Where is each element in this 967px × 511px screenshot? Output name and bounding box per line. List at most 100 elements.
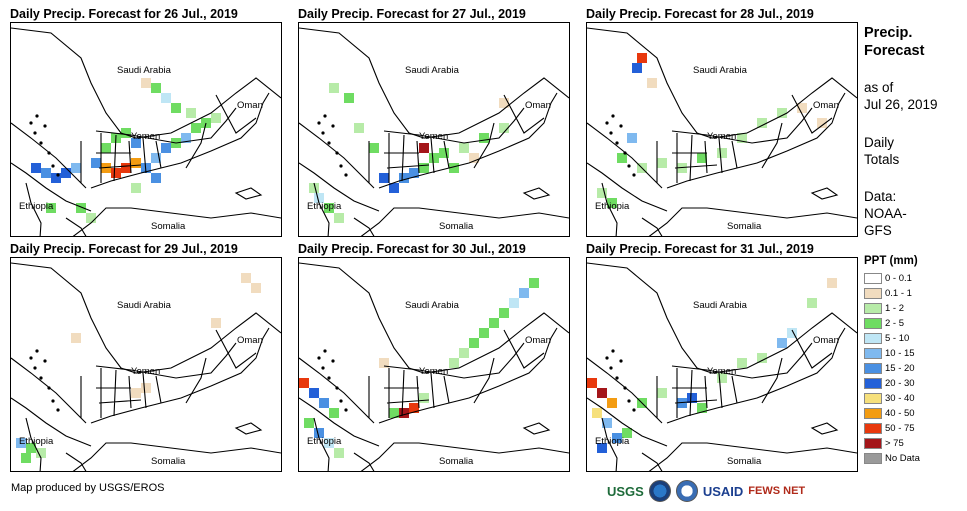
precip-cell — [429, 153, 434, 158]
forecast-panel-jul30: Daily Precip. Forecast for 30 Jul., 2019… — [298, 242, 570, 472]
island-dot — [627, 399, 631, 403]
precip-cell — [136, 393, 141, 398]
precip-cell — [216, 323, 221, 328]
boundary-line — [761, 357, 783, 404]
precip-cell — [607, 403, 612, 408]
boundary-line — [11, 162, 92, 212]
island-dot — [317, 121, 321, 125]
precip-cell — [817, 123, 822, 128]
precip-cell — [36, 448, 41, 453]
precip-cell — [156, 88, 161, 93]
boundary-line — [299, 122, 375, 189]
precip-cell — [21, 458, 26, 463]
island-dot — [51, 399, 55, 403]
boundary-line — [185, 357, 207, 404]
precip-cell — [637, 63, 642, 68]
precip-cell — [717, 153, 722, 158]
precip-cell — [632, 68, 637, 73]
precip-cell — [196, 123, 201, 128]
precip-cell — [677, 398, 682, 403]
precip-cell — [469, 158, 474, 163]
precip-cell — [424, 393, 429, 398]
island-dot — [344, 173, 348, 177]
precip-cell — [692, 393, 697, 398]
precip-cell — [469, 338, 474, 343]
precip-cell — [617, 433, 622, 438]
boundary-line — [72, 207, 281, 236]
noaa-logo-icon — [648, 480, 671, 502]
precip-cell — [702, 153, 707, 158]
boundary-line — [587, 397, 668, 447]
precip-cell — [702, 158, 707, 163]
precip-cell — [424, 148, 429, 153]
precip-cell — [682, 163, 687, 168]
precip-cell — [359, 128, 364, 133]
precip-cell — [762, 123, 767, 128]
precip-cell — [827, 283, 832, 288]
precip-cell — [106, 148, 111, 153]
legend-swatch — [864, 303, 882, 314]
boundary-line — [65, 452, 87, 471]
boundary-line — [215, 329, 257, 369]
island-dot — [339, 399, 343, 403]
boundary-line — [672, 368, 738, 418]
precip-cell — [782, 108, 787, 113]
precip-cell — [597, 393, 602, 398]
legend-swatch — [864, 273, 882, 284]
boundary-line — [522, 422, 551, 435]
precip-cell — [86, 218, 91, 223]
island-dot — [35, 114, 39, 118]
legend-label: 20 - 30 — [885, 378, 915, 389]
legend-item: 30 - 40 — [864, 391, 920, 406]
precip-cell — [131, 388, 136, 393]
boundary-line — [503, 94, 545, 134]
precip-cell — [309, 183, 314, 188]
precip-cell — [369, 148, 374, 153]
precip-cell — [334, 448, 339, 453]
precip-cell — [131, 138, 136, 143]
boundary-line — [503, 329, 545, 369]
island-dot — [33, 131, 37, 135]
precip-cell — [737, 363, 742, 368]
precip-cell — [151, 178, 156, 183]
precip-cell — [26, 443, 31, 448]
precip-cell — [697, 403, 702, 408]
precip-cell — [777, 338, 782, 343]
precip-cell — [504, 308, 509, 313]
boundary-line — [671, 342, 813, 379]
precip-cell — [434, 153, 439, 158]
data-source: Data: NOAA- GFS — [864, 188, 907, 239]
precip-cell — [96, 158, 101, 163]
precip-cell — [627, 133, 632, 138]
precip-cell — [797, 103, 802, 108]
precip-cell — [171, 143, 176, 148]
precip-cell — [692, 398, 697, 403]
precip-cell — [757, 123, 762, 128]
precip-cell — [299, 378, 304, 383]
boundary-line — [641, 217, 663, 236]
precip-cell — [319, 428, 324, 433]
precip-cell — [812, 298, 817, 303]
precip-cell — [131, 143, 136, 148]
precip-cell — [156, 158, 161, 163]
precip-cell — [111, 133, 116, 138]
legend: PPT (mm) 0 - 0.1 0.1 - 1 1 - 2 2 - 5 5 - 10 1… — [864, 255, 920, 466]
precip-cell — [186, 133, 191, 138]
boundary-line — [25, 182, 42, 236]
precip-cell — [101, 148, 106, 153]
precip-cell — [474, 343, 479, 348]
precip-cell — [737, 133, 742, 138]
legend-label: No Data — [885, 453, 920, 464]
precip-cell — [597, 448, 602, 453]
precip-cell — [106, 168, 111, 173]
precip-cell — [424, 143, 429, 148]
boundary-line — [353, 452, 375, 471]
precip-cell — [329, 438, 334, 443]
precip-cell — [534, 283, 539, 288]
precip-cell — [81, 208, 86, 213]
precip-cell — [607, 398, 612, 403]
precip-cell — [106, 163, 111, 168]
country-label-somalia: Somalia — [151, 221, 186, 232]
boundary-line — [671, 107, 813, 144]
precip-cell — [304, 378, 309, 383]
